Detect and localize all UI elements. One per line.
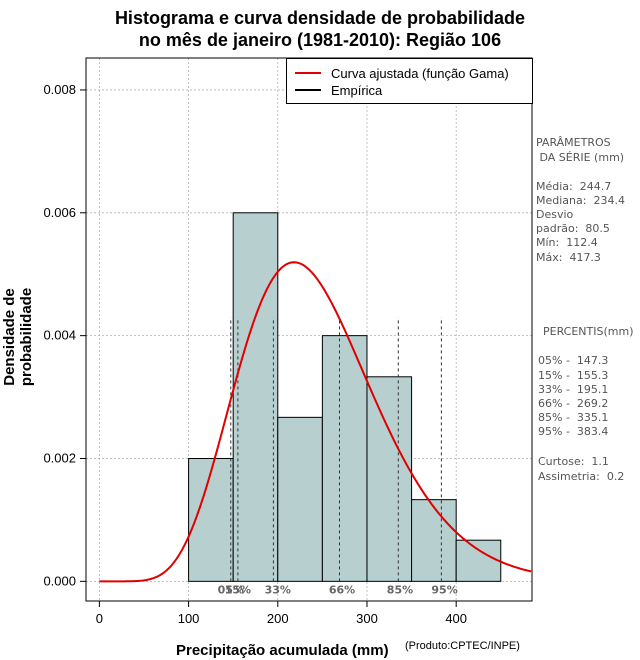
percentile-marker-label: 85% — [387, 583, 413, 596]
histogram-bar — [366, 376, 413, 582]
y-tick-label: 0.000 — [43, 573, 76, 588]
stat-media: Média: 244.7 — [536, 180, 612, 193]
histogram-bar — [277, 416, 323, 582]
chart-title-line-2: no mês de janeiro (1981-2010): Região 10… — [138, 30, 502, 50]
stat-p95: 95% - 383.4 — [538, 425, 609, 438]
legend-empirical-swatch — [295, 89, 321, 91]
y-tick-label: 0.002 — [43, 450, 76, 465]
stat-mediana: Mediana: 234.4 — [536, 194, 625, 207]
x-tick-label: 300 — [356, 611, 378, 626]
stat-p85: 85% - 335.1 — [538, 411, 609, 424]
stat-desvio-1: Desvio — [536, 208, 574, 221]
legend-item-empirical: Empírica — [295, 82, 382, 98]
percentile-marker-label: 95% — [431, 583, 457, 596]
chart-title-line-1: Histograma e curva densidade de probabil… — [114, 8, 526, 28]
percentis-title: PERCENTIS(mm) — [543, 325, 634, 338]
histogram-bar — [455, 539, 502, 582]
histogram-bar — [321, 335, 368, 582]
stat-p33: 33% - 195.1 — [538, 383, 609, 396]
legend-empirical-label: Empírica — [331, 82, 383, 98]
histogram-bar — [411, 499, 457, 582]
percentile-marker-label: 33% — [265, 583, 291, 596]
stat-p15: 15% - 155.3 — [538, 369, 609, 382]
x-tick-label: 0 — [96, 611, 103, 626]
stat-max: Máx: 417.3 — [536, 251, 601, 264]
product-credit: (Produto:CPTEC/INPE) — [405, 640, 520, 652]
stat-desvio-2: padrão: 80.5 — [536, 222, 610, 235]
histogram-bar — [232, 212, 279, 582]
x-tick-label: 100 — [178, 611, 200, 626]
stat-p05: 05% - 147.3 — [538, 354, 609, 367]
stat-p66: 66% - 269.2 — [538, 397, 609, 410]
params-title-1: PARÂMETROS — [536, 136, 611, 149]
y-tick-label: 0.006 — [43, 205, 76, 220]
y-axis-label: Densidade de probabilidade — [1, 287, 35, 387]
y-tick-label: 0.008 — [43, 82, 76, 97]
percentile-marker-label: 05% — [218, 583, 244, 596]
legend: Curva ajustada (função Gama) Empírica — [286, 58, 533, 104]
gamma-fit-curve — [99, 261, 532, 583]
x-tick-label: 200 — [267, 611, 289, 626]
x-tick-label: 400 — [445, 611, 467, 626]
legend-fit-swatch — [295, 72, 321, 74]
percentile-marker-label: 66% — [329, 583, 355, 596]
legend-item-fit: Curva ajustada (função Gama) — [295, 65, 509, 81]
legend-fit-label: Curva ajustada (função Gama) — [331, 65, 509, 81]
percentile-marker-label: 15% — [225, 583, 251, 596]
stat-curtose: Curtose: 1.1 — [538, 455, 609, 468]
x-axis-label: Precipitação acumulada (mm) — [176, 642, 389, 659]
stat-min: Mín: 112.4 — [536, 236, 598, 249]
params-title-2: DA SÉRIE (mm) — [536, 151, 625, 164]
y-tick-label: 0.004 — [43, 328, 76, 343]
stat-assimetria: Assimetria: 0.2 — [538, 470, 625, 483]
